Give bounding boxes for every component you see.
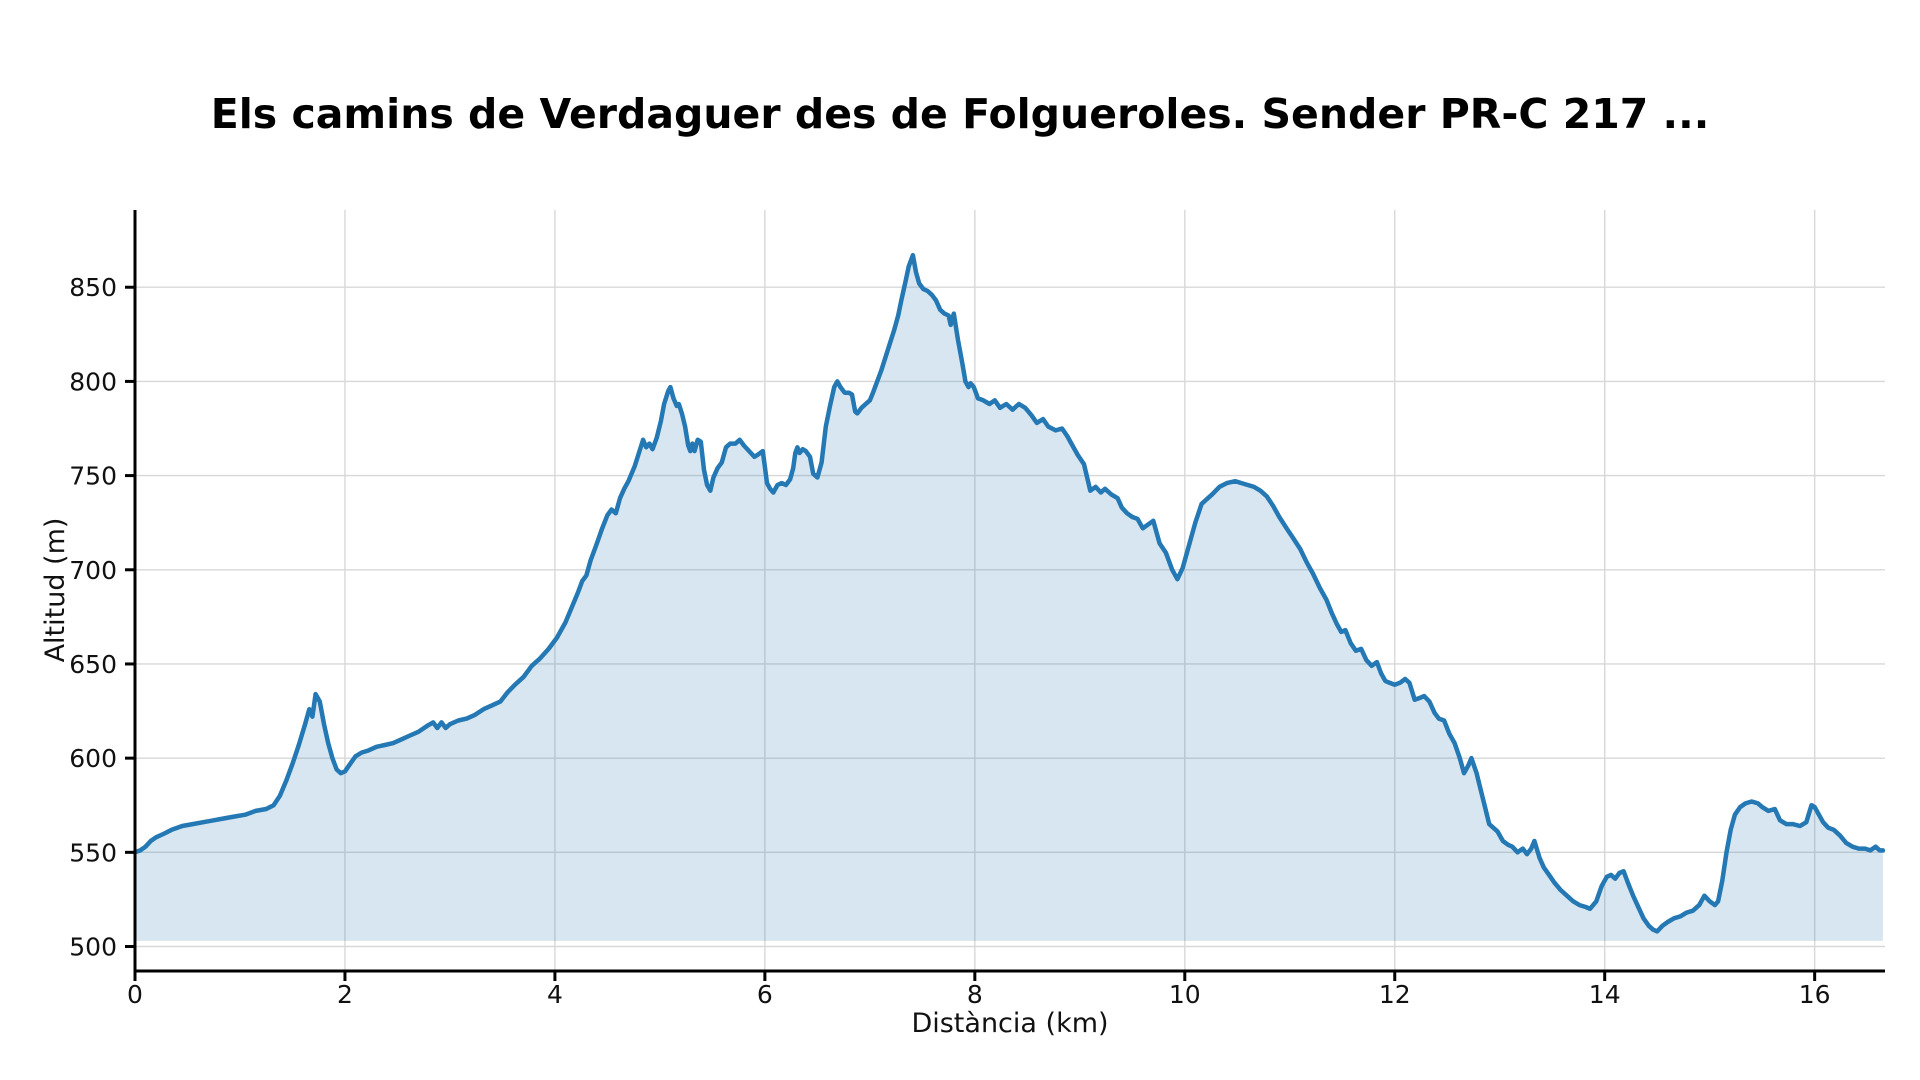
x-tick-label: 10 bbox=[1169, 980, 1201, 1009]
y-tick-label: 500 bbox=[69, 933, 117, 962]
y-tick-label: 700 bbox=[69, 556, 117, 585]
x-tick-label: 0 bbox=[127, 980, 143, 1009]
x-tick-label: 2 bbox=[337, 980, 353, 1009]
x-tick-label: 12 bbox=[1379, 980, 1411, 1009]
y-axis-label: Altitud (m) bbox=[40, 518, 71, 663]
chart-title: Els camins de Verdaguer des de Folguerol… bbox=[211, 90, 1710, 138]
y-tick-label: 600 bbox=[69, 744, 117, 773]
x-axis-label: Distància (km) bbox=[911, 1008, 1108, 1039]
y-tick-label: 750 bbox=[69, 462, 117, 491]
elevation-series bbox=[132, 252, 1886, 941]
x-tick-label: 16 bbox=[1799, 980, 1831, 1009]
x-tick-label: 14 bbox=[1589, 980, 1621, 1009]
y-tick-label: 850 bbox=[69, 273, 117, 302]
y-tick-label: 650 bbox=[69, 650, 117, 679]
x-tick-label: 8 bbox=[967, 980, 983, 1009]
axes bbox=[125, 210, 1885, 981]
gridlines bbox=[135, 210, 1885, 971]
y-tick-label: 550 bbox=[69, 838, 117, 867]
x-tick-label: 4 bbox=[547, 980, 563, 1009]
elevation-area-fill bbox=[135, 255, 1883, 941]
y-tick-label: 800 bbox=[69, 367, 117, 396]
tick-labels: 0 2 4 6 8 10 12 14 16 500 550 600 650 700 750 800 850 bbox=[69, 273, 1830, 1009]
x-tick-label: 6 bbox=[757, 980, 773, 1009]
elevation-line bbox=[132, 252, 1886, 934]
